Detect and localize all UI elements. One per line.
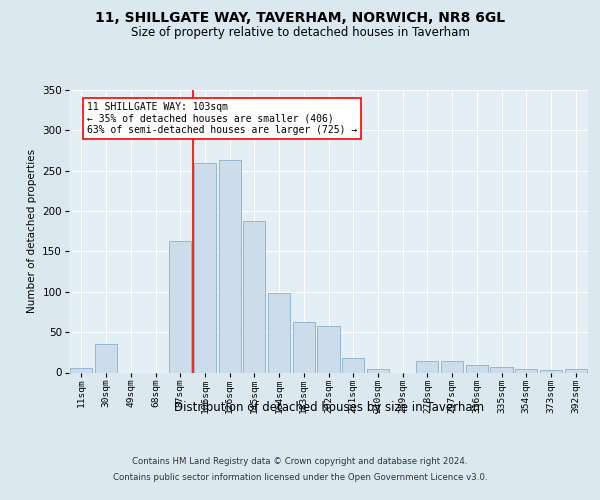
Bar [416,361,439,372]
Bar [218,160,241,372]
Text: 11, SHILLGATE WAY, TAVERHAM, NORWICH, NR8 6GL: 11, SHILLGATE WAY, TAVERHAM, NORWICH, NR… [95,11,505,25]
Bar [367,370,389,372]
Bar [95,344,117,372]
Bar [194,162,216,372]
Bar [540,370,562,372]
Text: Contains HM Land Registry data © Crown copyright and database right 2024.: Contains HM Land Registry data © Crown c… [132,458,468,466]
Bar [490,367,512,372]
Text: 11 SHILLGATE WAY: 103sqm
← 35% of detached houses are smaller (406)
63% of semi-: 11 SHILLGATE WAY: 103sqm ← 35% of detach… [87,102,357,136]
Bar [293,322,315,372]
Text: Contains public sector information licensed under the Open Government Licence v3: Contains public sector information licen… [113,472,487,482]
Bar [169,241,191,372]
Bar [70,368,92,372]
Text: Size of property relative to detached houses in Taverham: Size of property relative to detached ho… [131,26,469,39]
Y-axis label: Number of detached properties: Number of detached properties [27,149,37,314]
Bar [565,370,587,372]
Bar [515,370,538,372]
Bar [441,361,463,372]
Bar [268,294,290,372]
Bar [243,221,265,372]
Bar [342,358,364,372]
Bar [317,326,340,372]
Text: Distribution of detached houses by size in Taverham: Distribution of detached houses by size … [174,401,484,414]
Bar [466,365,488,372]
